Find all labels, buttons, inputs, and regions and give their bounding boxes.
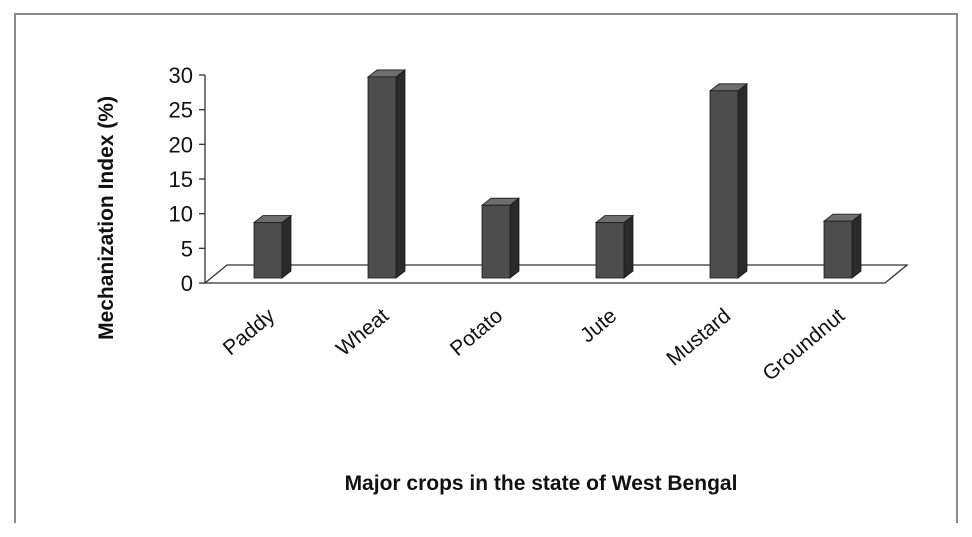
bar-side [623, 214, 634, 279]
bars [252, 69, 863, 279]
bar-front [823, 220, 853, 279]
bar-front [253, 222, 283, 279]
bar [366, 69, 407, 279]
bar-front [595, 222, 625, 279]
bar-side [737, 82, 748, 279]
bar [822, 213, 863, 279]
bar [252, 214, 293, 279]
chart-floor [203, 264, 909, 284]
bar-front [481, 204, 511, 279]
x-tick-label: Groundnut [758, 304, 849, 386]
floor-plane [203, 264, 909, 284]
x-axis-labels: Paddy Wheat Potato Jute Mustard Groundnut [219, 304, 850, 386]
x-tick-label: Mustard [662, 304, 735, 370]
bar-side [281, 214, 292, 279]
x-tick-label: Jute [576, 304, 621, 347]
bar-front [709, 90, 739, 279]
y-tick-label: 5 [181, 236, 193, 261]
bar-side [395, 69, 406, 279]
y-tick-label: 15 [169, 167, 193, 192]
y-tick-label: 10 [169, 202, 193, 227]
x-tick-label: Paddy [219, 304, 280, 360]
y-axis: 0 5 10 15 20 25 30 [169, 63, 206, 296]
bar [480, 197, 521, 279]
x-tick-label: Wheat [332, 304, 393, 361]
y-tick-label: 25 [169, 98, 193, 123]
y-tick-label: 20 [169, 132, 193, 157]
bar [708, 82, 749, 279]
y-axis-title: Mechanization Index (%) [95, 96, 118, 340]
bar-side [509, 197, 520, 279]
bar [594, 214, 635, 279]
bar-side [851, 213, 862, 279]
x-tick-label: Potato [446, 304, 507, 361]
y-tick-label: 0 [181, 271, 193, 296]
x-axis-title: Major crops in the state of West Bengal [345, 472, 738, 495]
y-tick-label: 30 [169, 63, 193, 88]
bar-front [367, 76, 397, 279]
